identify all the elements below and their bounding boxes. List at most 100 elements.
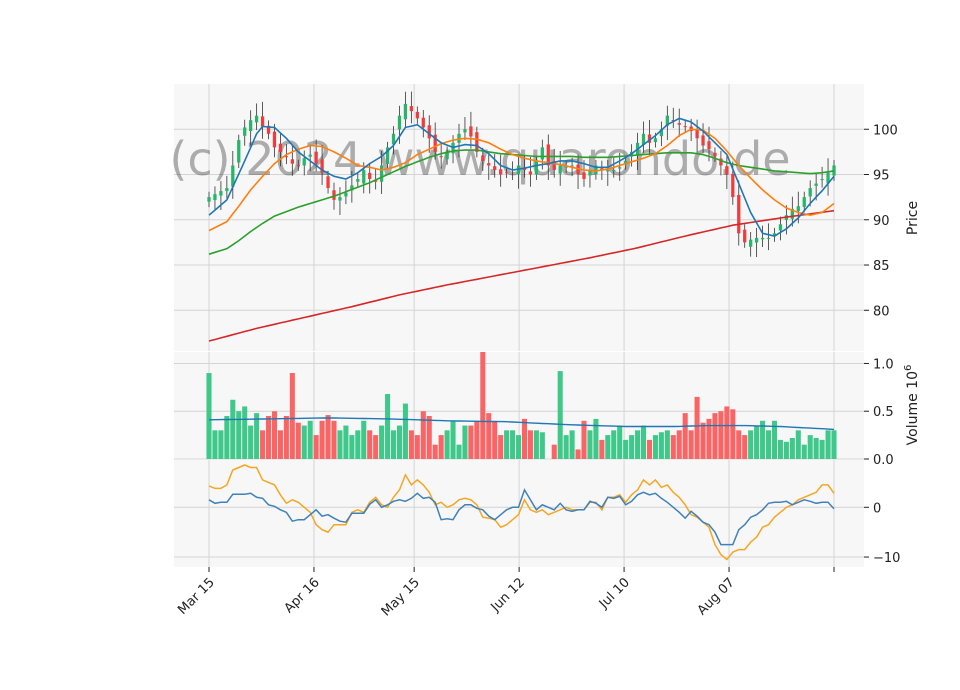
candle-body xyxy=(302,158,306,166)
candle-body xyxy=(600,168,604,170)
candle-body xyxy=(284,156,289,158)
volume-bar xyxy=(563,435,569,459)
volume-bar xyxy=(801,444,807,459)
volume-bar xyxy=(480,352,486,459)
volume-bar xyxy=(617,425,623,459)
candle-body xyxy=(713,152,717,157)
candle-body xyxy=(540,147,544,160)
candle-body xyxy=(445,151,449,160)
candle-body xyxy=(320,159,324,173)
candle-body xyxy=(671,120,675,122)
candle-body xyxy=(463,129,467,133)
volume-bar xyxy=(825,430,831,459)
osc-signal-line xyxy=(208,464,835,561)
volume-axis-label: Volume 106 xyxy=(903,365,921,446)
volume-bar xyxy=(676,430,682,459)
candle-body xyxy=(719,158,723,166)
candle-body xyxy=(612,169,616,171)
volume-bar xyxy=(748,430,754,459)
volume-bar xyxy=(301,425,307,459)
volume-bar xyxy=(724,406,730,459)
candle-body xyxy=(427,125,431,139)
volume-bar xyxy=(379,425,385,459)
volume-bar xyxy=(265,416,272,459)
volume-bar xyxy=(635,430,641,459)
volume-bar xyxy=(599,439,605,459)
candle-body xyxy=(374,180,378,182)
volume-bar xyxy=(325,415,331,459)
volume-bar xyxy=(474,420,480,459)
candle-body xyxy=(749,239,753,247)
volume-bar xyxy=(718,411,724,459)
volume-bar xyxy=(456,444,462,459)
x-tick-label: Apr 16 xyxy=(282,575,323,616)
candle-body xyxy=(737,194,741,234)
volume-bar xyxy=(390,430,397,459)
volume-bar xyxy=(283,416,289,459)
volume-bar xyxy=(569,430,575,459)
volume-bar xyxy=(533,430,539,459)
volume-bar xyxy=(730,409,736,459)
volume-bar xyxy=(331,420,337,459)
volume-bar xyxy=(527,430,533,459)
candle-body xyxy=(314,151,318,164)
y-axes: 80 85 90 95 100 0.0 0.5 1.0 −10 0 xyxy=(864,123,900,566)
volume-bar xyxy=(450,420,456,459)
candle-body xyxy=(659,129,664,137)
candle-body xyxy=(504,172,509,174)
volume-bar xyxy=(343,425,349,459)
candle-body xyxy=(338,197,342,201)
candle-body xyxy=(457,133,461,143)
volume-bar xyxy=(212,430,218,459)
volume-bar xyxy=(706,418,712,459)
volume-bar xyxy=(206,373,212,459)
candle-body xyxy=(606,169,610,172)
volume-bar xyxy=(539,432,545,459)
candle-body xyxy=(391,133,396,145)
volume-bar xyxy=(438,435,444,459)
x-tick-label: Jul 10 xyxy=(596,575,633,612)
volume-bar xyxy=(629,435,635,459)
candle-body xyxy=(493,166,497,170)
ma-long-line xyxy=(208,209,835,342)
volume-bar xyxy=(742,435,748,459)
volume-bar xyxy=(754,425,760,459)
candle-body xyxy=(760,237,765,240)
candle-body xyxy=(594,165,598,175)
volume-bar xyxy=(581,420,587,459)
volume-bar xyxy=(271,411,278,459)
volume-tick-label: 0.0 xyxy=(873,453,894,468)
volume-bar xyxy=(420,411,426,459)
candle-body xyxy=(350,185,354,191)
candle-body xyxy=(403,103,408,120)
volume-bar xyxy=(771,420,778,459)
candle-body xyxy=(415,111,419,119)
candle-body xyxy=(814,183,818,186)
price-tick-label: 85 xyxy=(873,259,890,274)
oscillator-series xyxy=(208,464,835,561)
candle-body xyxy=(219,191,223,196)
price-tick-label: 100 xyxy=(873,123,898,138)
candle-body xyxy=(522,168,527,170)
price-axis-label: Price xyxy=(905,201,921,235)
volume-bar xyxy=(682,413,688,459)
volume-bar xyxy=(557,371,563,459)
price-tick-label: 90 xyxy=(873,214,890,229)
volume-tick-label: 1.0 xyxy=(873,357,894,372)
volume-bar xyxy=(658,432,664,459)
candle-body xyxy=(653,138,658,143)
volume-bar xyxy=(831,430,837,459)
x-axis: Mar 15 Apr 16 May 15 Jun 12 Jul 10 Aug 07 xyxy=(175,567,835,619)
volume-bar xyxy=(444,430,450,459)
volume-bar xyxy=(361,420,367,459)
volume-bar xyxy=(492,420,498,459)
x-tick-label: Jun 12 xyxy=(488,575,528,615)
volume-bar xyxy=(218,430,224,459)
candle-body xyxy=(802,197,806,207)
volume-bar xyxy=(736,430,742,459)
candle-body xyxy=(344,192,348,197)
candle-body xyxy=(326,176,330,189)
candle-body xyxy=(272,131,277,148)
price-series xyxy=(207,91,836,342)
candle-body xyxy=(731,173,735,198)
